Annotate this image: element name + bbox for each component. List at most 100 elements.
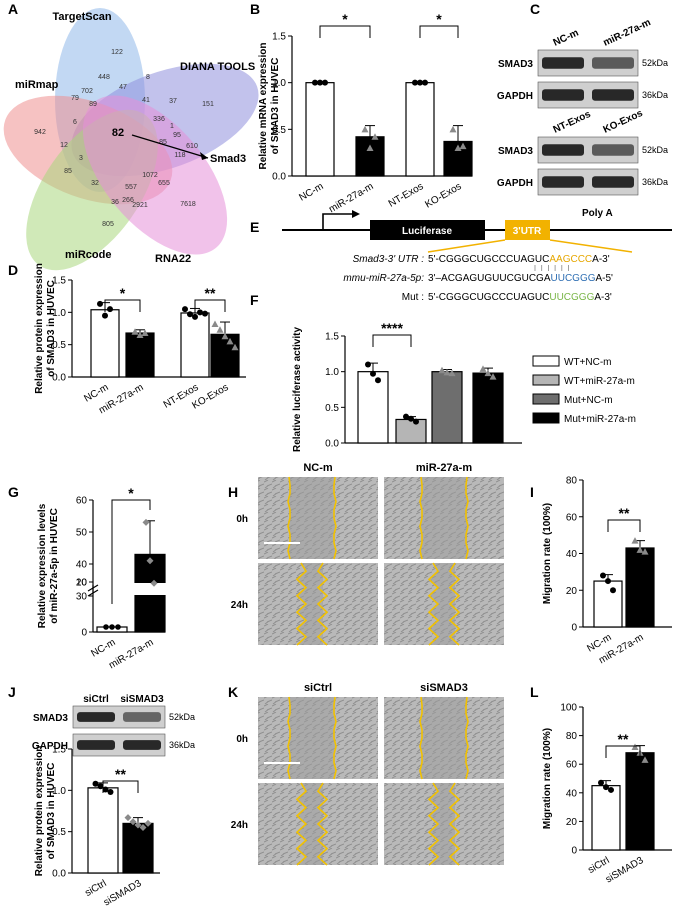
bar-ko-exos bbox=[210, 333, 240, 378]
legend-label: Mut+miR-27a-m bbox=[564, 414, 636, 425]
data-point bbox=[365, 361, 371, 368]
data-point bbox=[197, 309, 203, 316]
venn-count: 336 bbox=[153, 116, 165, 123]
venn-arrow bbox=[131, 134, 209, 159]
venn-arrow-head bbox=[200, 152, 208, 160]
bar-sictrl bbox=[591, 785, 621, 851]
data-point bbox=[610, 587, 616, 594]
micrograph-row-label: 24h bbox=[231, 820, 248, 831]
data-point bbox=[129, 818, 137, 826]
luciferase-label: Luciferase bbox=[402, 226, 452, 237]
sequence-post: A-3' bbox=[594, 292, 612, 303]
blot-row-label: SMAD3 bbox=[498, 59, 533, 70]
venn-count: 79 bbox=[71, 95, 79, 102]
y-tick-label: 100 bbox=[560, 703, 577, 714]
significance-label: * bbox=[342, 11, 348, 27]
data-point bbox=[636, 546, 644, 553]
data-point bbox=[375, 377, 381, 384]
y-tick-label: 1.5 bbox=[52, 745, 66, 756]
venn-count: 122 bbox=[111, 49, 123, 56]
legend-swatch bbox=[532, 412, 560, 424]
wound-edge-left bbox=[419, 476, 423, 560]
y-axis-title-line: Relative mRNA expression bbox=[258, 43, 269, 170]
data-point bbox=[403, 413, 409, 420]
venn-count: 89 bbox=[89, 101, 97, 108]
significance-label: ** bbox=[115, 766, 126, 782]
venn-set-label: DIANA TOOLS bbox=[180, 61, 255, 73]
significance-bracket bbox=[102, 780, 139, 793]
wound-area bbox=[429, 783, 455, 865]
wound-edge-right bbox=[465, 476, 469, 560]
sequence-hi: UUCGGG bbox=[551, 273, 596, 284]
data-point bbox=[142, 518, 150, 526]
sequence-label: Mut : bbox=[402, 292, 424, 303]
significance-label: **** bbox=[381, 320, 403, 336]
blot-lane-label: NC-m bbox=[552, 27, 581, 48]
data-point bbox=[603, 784, 609, 791]
luciferase-box bbox=[370, 220, 485, 240]
data-point bbox=[92, 780, 99, 787]
venn-count: 118 bbox=[174, 152, 185, 159]
panel-letter-k: K bbox=[228, 684, 238, 700]
utr-zoom-line bbox=[427, 239, 506, 253]
venn-center-count: 82 bbox=[112, 127, 124, 139]
y-tick-label: 0.5 bbox=[52, 827, 66, 838]
bar-mut-mir-27a-m bbox=[472, 372, 504, 444]
x-category-label: NC-m bbox=[89, 637, 117, 660]
polya-label: Poly A bbox=[582, 208, 613, 219]
data-point bbox=[422, 79, 428, 86]
data-point bbox=[370, 370, 376, 377]
venn-count: 942 bbox=[34, 129, 46, 136]
significance-bracket bbox=[111, 499, 151, 604]
y-tick-label: 40 bbox=[76, 560, 88, 571]
data-point bbox=[413, 418, 419, 425]
micrograph-column-label: siSMAD3 bbox=[420, 682, 468, 694]
significance-label: ** bbox=[618, 731, 629, 747]
blot-band bbox=[77, 712, 115, 722]
blot-band bbox=[542, 57, 584, 69]
venn-count: 47 bbox=[119, 84, 127, 91]
y-tick-label: 60 bbox=[76, 496, 88, 507]
bar-nt-exos bbox=[405, 82, 435, 177]
panel-letter-h: H bbox=[228, 484, 238, 500]
venn-set-label: TargetScan bbox=[52, 11, 111, 23]
bar-wt-nc-m bbox=[357, 371, 389, 444]
legend-label: WT+NC-m bbox=[564, 357, 612, 368]
data-point bbox=[600, 572, 606, 579]
venn-count: 32 bbox=[91, 180, 99, 187]
y-axis-title-line: of SMAD3 in HUVEC bbox=[46, 280, 57, 377]
blot-row-label: GAPDH bbox=[497, 91, 533, 102]
significance-bracket bbox=[419, 25, 459, 38]
sequence-hi: UUCGGG bbox=[549, 292, 594, 303]
data-point bbox=[139, 824, 147, 832]
y-axis-title-line: Relative protein expression bbox=[34, 263, 45, 394]
y-axis-title: Relative expression levelsof miR-27a-5p … bbox=[37, 503, 60, 628]
wound-edge-left bbox=[295, 782, 308, 866]
venn-count: 85 bbox=[64, 168, 72, 175]
data-point bbox=[448, 369, 456, 377]
data-point bbox=[417, 79, 423, 86]
significance-bracket bbox=[605, 745, 641, 758]
panel-letter-d: D bbox=[8, 262, 18, 278]
micrograph-column-label: NC-m bbox=[303, 462, 333, 474]
promoter-arrow-head bbox=[352, 210, 360, 218]
venn-count: 655 bbox=[158, 180, 170, 187]
y-tick-label: 0.5 bbox=[325, 403, 339, 414]
bar-mir-27a-m bbox=[125, 332, 155, 378]
wound-area bbox=[297, 563, 323, 645]
blot-kda-label: 36kDa bbox=[642, 90, 668, 100]
panel-letter-j: J bbox=[8, 684, 16, 700]
bar-mir-27a-m bbox=[355, 136, 385, 177]
bar-sismad3 bbox=[122, 822, 154, 874]
venn-set-label: miRmap bbox=[15, 79, 59, 91]
data-point bbox=[192, 313, 198, 320]
y-tick-label: 20 bbox=[76, 578, 88, 589]
significance-bracket bbox=[372, 334, 412, 347]
y-tick-label: 0 bbox=[571, 846, 577, 857]
y-axis-title: Migration rate (100%) bbox=[542, 728, 553, 829]
data-point bbox=[102, 786, 109, 793]
data-point bbox=[317, 79, 323, 86]
